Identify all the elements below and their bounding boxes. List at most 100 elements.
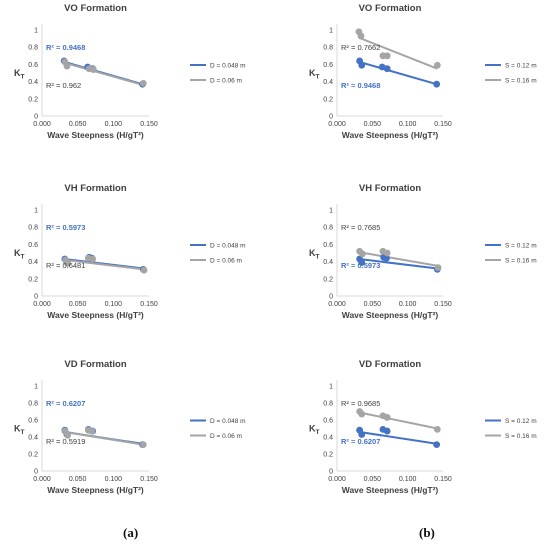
- y-tick-label: 0.8: [323, 225, 333, 232]
- y-tick-label: 0: [34, 294, 38, 301]
- y-tick-label: 1: [329, 208, 333, 215]
- x-tick-label: 0.050: [69, 476, 87, 483]
- chart-panel-5: VD Formation 0 0.2 0.4 0.6 0.8 1 0.000 0.050 0.10…: [14, 359, 246, 495]
- x-tick-label: 0.100: [105, 121, 123, 128]
- r2-label-series-2: R² = 0.962: [46, 81, 81, 90]
- trendline-series-2: [63, 430, 144, 446]
- chart-title: VD Formation: [64, 359, 126, 370]
- y-tick-label: 1: [329, 28, 333, 35]
- data-point-series-2: [139, 79, 147, 87]
- y-tick-label: 0.2: [28, 452, 38, 459]
- y-tick-label: 0.4: [323, 435, 333, 442]
- data-point-series-2: [89, 66, 97, 73]
- y-tick-label: 0.6: [323, 418, 333, 425]
- r2-label-series-2: R² = 0.6481: [46, 261, 85, 270]
- y-axis-label-subscript: T: [21, 429, 25, 436]
- y-axis-label-subscript: T: [21, 254, 25, 261]
- legend-label-series-1: D = 0.048 m: [210, 243, 246, 250]
- r2-label-series-2: R² = 0.7685: [341, 223, 380, 232]
- x-tick-label: 0.050: [364, 301, 382, 308]
- chart-panel-3: VH Formation 0 0.2 0.4 0.6 0.8 1 0.000 0.050 0.10…: [14, 183, 246, 320]
- x-tick-label: 0.000: [33, 121, 51, 128]
- y-tick-label: 0.8: [28, 225, 38, 232]
- x-tick-label: 0.000: [328, 301, 346, 308]
- x-tick-label: 0.000: [328, 476, 346, 483]
- y-axis-label: KT: [14, 424, 25, 437]
- y-axis-label: KT: [14, 68, 25, 81]
- data-point-series-2: [140, 266, 148, 274]
- r2-label-series-1: R² = 0.5973: [341, 261, 380, 270]
- chart-title: VH Formation: [64, 183, 126, 194]
- y-axis-label: KT: [14, 248, 25, 261]
- x-tick-label: 0.000: [33, 301, 51, 308]
- r2-label-series-2: R² = 0.7662: [341, 43, 380, 52]
- data-point-series-1: [433, 80, 441, 88]
- legend-label-series-1: D = 0.048 m: [210, 418, 246, 425]
- y-axis-label-subscript: T: [21, 74, 25, 81]
- data-point-series-2: [434, 264, 442, 272]
- trendline-series-1: [358, 258, 438, 270]
- y-tick-label: 0.8: [28, 401, 38, 408]
- legend-label-series-2: S = 0.16 m: [505, 433, 537, 440]
- x-tick-label: 0.100: [105, 301, 123, 308]
- x-tick-label: 0.150: [434, 476, 452, 483]
- x-tick-label: 0.000: [33, 476, 51, 483]
- y-axis-label: KT: [309, 248, 320, 261]
- y-axis-label-subscript: T: [316, 254, 320, 261]
- y-axis-label: KT: [309, 424, 320, 437]
- x-axis-label: Wave Steepness (H/gT²): [47, 310, 144, 320]
- y-tick-label: 0.8: [323, 401, 333, 408]
- chart-panel-1: VO Formation 0 0.2 0.4 0.6 0.8 1 0.000 0.050 0.10…: [14, 3, 246, 140]
- data-point-series-2: [383, 249, 391, 257]
- y-tick-label: 0.6: [28, 62, 38, 69]
- data-point-series-1: [358, 431, 366, 438]
- y-tick-label: 0.4: [323, 79, 333, 86]
- chart-panel-4: VH Formation 0 0.2 0.4 0.6 0.8 1 0.000 0.050 0.10…: [309, 183, 537, 320]
- data-point-series-1: [358, 259, 366, 266]
- data-point-series-2: [383, 414, 391, 421]
- chart-panel-2: VO Formation 0 0.2 0.4 0.6 0.8 1 0.000 0.050 0.10…: [309, 3, 537, 140]
- y-tick-label: 0.6: [28, 418, 38, 425]
- legend-label-series-1: S = 0.12 m: [505, 63, 537, 70]
- data-point-series-2: [433, 61, 441, 69]
- data-point-series-2: [139, 441, 147, 449]
- trendline-series-1: [358, 60, 437, 86]
- r2-label-series-2: R² = 0.5919: [46, 437, 85, 446]
- x-tick-label: 0.100: [399, 476, 417, 483]
- data-point-series-2: [64, 431, 72, 439]
- trendline-series-1: [358, 430, 437, 445]
- chart-title: VO Formation: [359, 3, 422, 14]
- x-tick-label: 0.100: [399, 121, 417, 128]
- r2-label-series-1: R² = 0.6207: [46, 399, 85, 408]
- legend-label-series-2: S = 0.16 m: [505, 258, 537, 265]
- x-axis-label: Wave Steepness (H/gT²): [47, 130, 144, 140]
- r2-label-series-1: R² = 0.5973: [46, 223, 85, 232]
- r2-label-series-2: R² = 0.9685: [341, 399, 380, 408]
- y-tick-label: 0.2: [323, 452, 333, 459]
- r2-label-series-1: R² = 0.9468: [341, 81, 380, 90]
- data-point-series-1: [383, 254, 390, 262]
- x-tick-label: 0.000: [328, 121, 346, 128]
- data-point-series-2: [88, 427, 96, 435]
- y-tick-label: 1: [34, 384, 38, 391]
- x-tick-label: 0.150: [434, 301, 452, 308]
- x-tick-label: 0.150: [140, 121, 158, 128]
- y-tick-label: 0.8: [28, 45, 38, 52]
- trendline-series-2: [63, 61, 144, 87]
- caption-b: (b): [419, 525, 435, 540]
- x-axis-label: Wave Steepness (H/gT²): [342, 130, 439, 140]
- data-point-series-2: [63, 62, 71, 70]
- data-point-series-1: [433, 441, 441, 449]
- y-axis-label: KT: [309, 68, 320, 81]
- legend-label-series-2: D = 0.06 m: [210, 433, 242, 440]
- legend-label-series-2: D = 0.06 m: [210, 258, 242, 265]
- caption-a: (a): [123, 525, 139, 540]
- y-tick-label: 1: [34, 28, 38, 35]
- trendline-series-2: [358, 411, 438, 430]
- y-tick-label: 0.2: [28, 276, 38, 283]
- chart-panel-6: VD Formation 0 0.2 0.4 0.6 0.8 1 0.000 0.050 0.10…: [309, 359, 537, 495]
- y-tick-label: 0.6: [323, 242, 333, 249]
- legend-label-series-1: D = 0.048 m: [210, 63, 246, 70]
- data-point-series-2: [359, 250, 366, 258]
